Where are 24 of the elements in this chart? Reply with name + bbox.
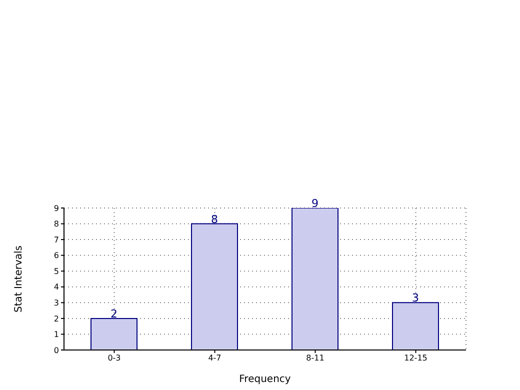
bar bbox=[191, 223, 238, 350]
data-label: 2 bbox=[110, 307, 118, 320]
y-tick-label: 9 bbox=[54, 204, 59, 213]
y-axis-title: Stat Intervals bbox=[14, 245, 25, 313]
y-tick-label: 2 bbox=[54, 314, 59, 324]
bar bbox=[90, 318, 138, 350]
x-tick-label: 8-11 bbox=[306, 354, 324, 363]
bar bbox=[392, 302, 439, 350]
y-tick-label: 0 bbox=[54, 346, 59, 355]
y-tick-label: 8 bbox=[54, 220, 59, 229]
x-tick-label: 12-15 bbox=[404, 354, 428, 363]
y-tick-label: 7 bbox=[54, 235, 59, 244]
data-label: 3 bbox=[412, 292, 419, 305]
x-axis-title: Frequency bbox=[239, 374, 291, 385]
y-tick-label: 6 bbox=[54, 251, 59, 260]
y-tick-label: 4 bbox=[54, 282, 59, 292]
data-label: 8 bbox=[211, 212, 218, 226]
y-tick-label: 3 bbox=[54, 298, 59, 308]
x-tick-label: 0-3 bbox=[108, 354, 121, 363]
y-tick-label: 1 bbox=[54, 330, 59, 340]
bar bbox=[292, 208, 338, 350]
x-tick-label: 4-7 bbox=[208, 354, 222, 363]
y-tick-label: 5 bbox=[54, 266, 59, 276]
data-label: 9 bbox=[312, 197, 318, 210]
